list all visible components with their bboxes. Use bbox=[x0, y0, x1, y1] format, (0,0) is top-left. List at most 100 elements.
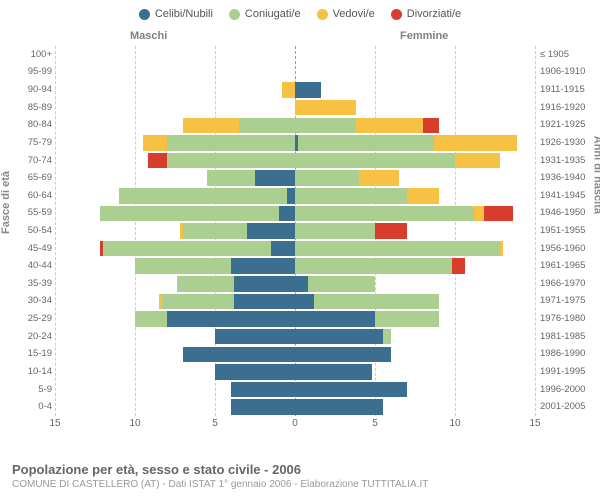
female-half bbox=[295, 47, 535, 63]
legend-label: Celibi/Nubili bbox=[155, 8, 213, 20]
y-axis-left-title: Fasce di età bbox=[0, 171, 12, 234]
female-half bbox=[295, 347, 535, 363]
bar-segment-c bbox=[183, 347, 295, 363]
pyramid-row bbox=[55, 276, 535, 292]
birth-label: 1986-1990 bbox=[540, 349, 595, 359]
bar-segment-v bbox=[434, 135, 517, 151]
age-labels: 100+95-9990-9485-8980-8475-7970-7465-696… bbox=[20, 46, 52, 416]
bar-segment-c bbox=[279, 206, 295, 222]
bar-segment-c bbox=[215, 364, 295, 380]
bar-segment-d bbox=[148, 153, 167, 169]
bar-segment-co bbox=[298, 135, 434, 151]
male-half bbox=[55, 223, 295, 239]
male-half bbox=[55, 118, 295, 134]
male-half bbox=[55, 153, 295, 169]
age-label: 85-89 bbox=[20, 103, 52, 113]
x-tick-label: 10 bbox=[449, 418, 460, 429]
bar-segment-co bbox=[375, 311, 439, 327]
female-half bbox=[295, 294, 535, 310]
female-half bbox=[295, 170, 535, 186]
birth-label: 1996-2000 bbox=[540, 385, 595, 395]
age-label: 65-69 bbox=[20, 173, 52, 183]
bar-segment-c bbox=[295, 276, 308, 292]
pyramid-row bbox=[55, 329, 535, 345]
birth-label: 1981-1985 bbox=[540, 332, 595, 342]
legend-item: Divorziati/e bbox=[391, 8, 461, 20]
legend-label: Divorziati/e bbox=[407, 8, 461, 20]
female-half bbox=[295, 258, 535, 274]
bar-segment-v bbox=[282, 82, 295, 98]
female-header: Femmine bbox=[400, 30, 448, 42]
bar-segment-c bbox=[295, 311, 375, 327]
bar-segment-co bbox=[295, 153, 455, 169]
pyramid-row bbox=[55, 241, 535, 257]
bar-segment-c bbox=[231, 258, 295, 274]
pyramid-row bbox=[55, 65, 535, 81]
bar-segment-v bbox=[356, 118, 423, 134]
pyramid-row bbox=[55, 188, 535, 204]
bar-segment-c bbox=[295, 294, 314, 310]
bar-segment-v bbox=[474, 206, 484, 222]
birth-label: 1916-1920 bbox=[540, 103, 595, 113]
bar-segment-v bbox=[183, 118, 239, 134]
birth-label: 1936-1940 bbox=[540, 173, 595, 183]
bar-segment-v bbox=[455, 153, 500, 169]
pyramid-row bbox=[55, 311, 535, 327]
age-label: 75-79 bbox=[20, 138, 52, 148]
male-half bbox=[55, 329, 295, 345]
x-tick-label: 5 bbox=[372, 418, 378, 429]
age-label: 50-54 bbox=[20, 226, 52, 236]
bar-segment-v bbox=[143, 135, 167, 151]
age-label: 45-49 bbox=[20, 244, 52, 254]
bar-segment-c bbox=[231, 399, 295, 415]
pyramid-row bbox=[55, 153, 535, 169]
legend-item: Coniugati/e bbox=[229, 8, 301, 20]
bar-segment-c bbox=[247, 223, 295, 239]
x-tick-label: 15 bbox=[529, 418, 540, 429]
female-half bbox=[295, 223, 535, 239]
bar-segment-co bbox=[119, 188, 287, 204]
bar-segment-c bbox=[215, 329, 295, 345]
female-half bbox=[295, 82, 535, 98]
birth-label: 1976-1980 bbox=[540, 314, 595, 324]
pyramid-row bbox=[55, 399, 535, 415]
x-tick-label: 10 bbox=[129, 418, 140, 429]
chart-title: Popolazione per età, sesso e stato civil… bbox=[12, 462, 428, 477]
x-tick-label: 15 bbox=[49, 418, 60, 429]
bar-segment-c bbox=[287, 188, 295, 204]
male-half bbox=[55, 258, 295, 274]
bar-segment-co bbox=[308, 276, 375, 292]
bar-segment-c bbox=[295, 399, 383, 415]
pyramid-row bbox=[55, 206, 535, 222]
female-half bbox=[295, 364, 535, 380]
age-label: 100+ bbox=[20, 50, 52, 60]
legend-swatch bbox=[317, 9, 328, 20]
pyramid-row bbox=[55, 82, 535, 98]
male-half bbox=[55, 364, 295, 380]
female-half bbox=[295, 135, 535, 151]
bar-segment-d bbox=[484, 206, 513, 222]
pyramid-row bbox=[55, 294, 535, 310]
plot-area bbox=[55, 46, 535, 416]
bar-segment-co bbox=[167, 135, 295, 151]
male-half bbox=[55, 382, 295, 398]
bar-segment-c bbox=[295, 82, 321, 98]
birth-label: 1991-1995 bbox=[540, 367, 595, 377]
bar-segment-co bbox=[207, 170, 255, 186]
male-half bbox=[55, 135, 295, 151]
legend: Celibi/NubiliConiugati/eVedovi/eDivorzia… bbox=[0, 0, 600, 24]
female-half bbox=[295, 276, 535, 292]
gridline bbox=[535, 46, 536, 416]
female-half bbox=[295, 118, 535, 134]
male-half bbox=[55, 47, 295, 63]
bar-segment-co bbox=[177, 276, 235, 292]
bar-segment-co bbox=[295, 223, 375, 239]
male-half bbox=[55, 276, 295, 292]
birth-label: 1926-1930 bbox=[540, 138, 595, 148]
chart-source: COMUNE DI CASTELLERO (AT) - Dati ISTAT 1… bbox=[12, 479, 428, 490]
bar-segment-co bbox=[383, 329, 391, 345]
male-half bbox=[55, 294, 295, 310]
male-half bbox=[55, 188, 295, 204]
bar-segment-co bbox=[100, 206, 279, 222]
bar-segment-v bbox=[359, 170, 399, 186]
